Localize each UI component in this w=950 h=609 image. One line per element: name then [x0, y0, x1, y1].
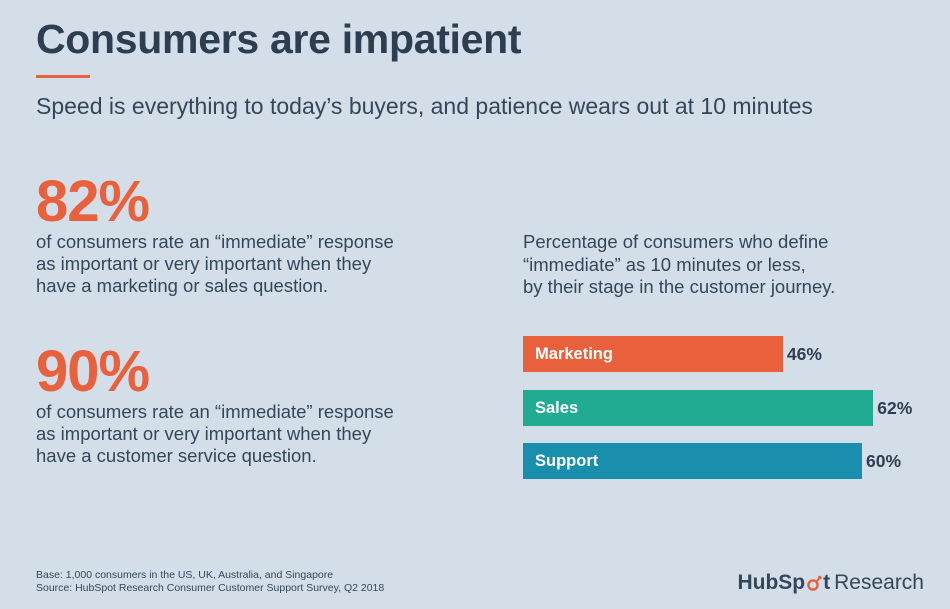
- footnote: Base: 1,000 consumers in the US, UK, Aus…: [36, 569, 384, 595]
- stat-block-marketing: 82% of consumers rate an “immediate” res…: [36, 173, 436, 297]
- chart-caption: Percentage of consumers who define “imme…: [523, 231, 835, 299]
- page-subtitle: Speed is everything to today’s buyers, a…: [36, 93, 813, 119]
- chart-caption-line: Percentage of consumers who define: [523, 231, 829, 252]
- stat-description-line: have a customer service question.: [36, 445, 317, 466]
- stat-block-service: 90% of consumers rate an “immediate” res…: [36, 343, 436, 467]
- bar-value-label: 46%: [786, 344, 822, 364]
- chart-caption-line: by their stage in the customer journey.: [523, 276, 836, 297]
- bar-chart: Marketing 46% Sales 62% Support 60%: [523, 336, 943, 486]
- bar-value-label: 62%: [877, 398, 913, 418]
- stat-description: of consumers rate an “immediate” respons…: [36, 401, 436, 467]
- stat-description-line: of consumers rate an “immediate” respons…: [36, 401, 394, 422]
- title-underline: [36, 75, 90, 78]
- bar-marketing: Marketing: [523, 336, 783, 372]
- stat-description-line: as important or very important when they: [36, 423, 372, 444]
- bar-category-label: Sales: [535, 399, 579, 417]
- stat-description-line: have a marketing or sales question.: [36, 275, 329, 296]
- chart-caption-line: “immediate” as 10 minutes or less,: [523, 253, 806, 275]
- page-title: Consumers are impatient: [36, 16, 522, 62]
- stat-description-line: as important or very important when they: [36, 253, 372, 274]
- hubspot-sprocket-icon: [806, 574, 822, 592]
- brand-hub-text: HubSp: [737, 571, 806, 594]
- bar-value-label: 60%: [866, 451, 902, 471]
- bar-category-label: Marketing: [535, 345, 613, 363]
- bar-category-label: Support: [535, 452, 599, 470]
- brand-research-text: Research: [834, 571, 924, 594]
- stat-value: 90%: [36, 339, 150, 404]
- brand-t-text: t: [823, 571, 831, 594]
- stat-description-line: of consumers rate an “immediate” respons…: [36, 231, 394, 252]
- stat-description: of consumers rate an “immediate” respons…: [36, 231, 436, 297]
- bar-sales: Sales: [523, 390, 874, 426]
- stat-value: 82%: [36, 169, 150, 234]
- bar-support: Support: [523, 443, 862, 479]
- hubspot-research-logo: HubSp t Research: [737, 571, 924, 595]
- footnote-base: Base: 1,000 consumers in the US, UK, Aus…: [36, 569, 334, 581]
- footnote-source: Source: HubSpot Research Consumer Custom…: [36, 582, 385, 594]
